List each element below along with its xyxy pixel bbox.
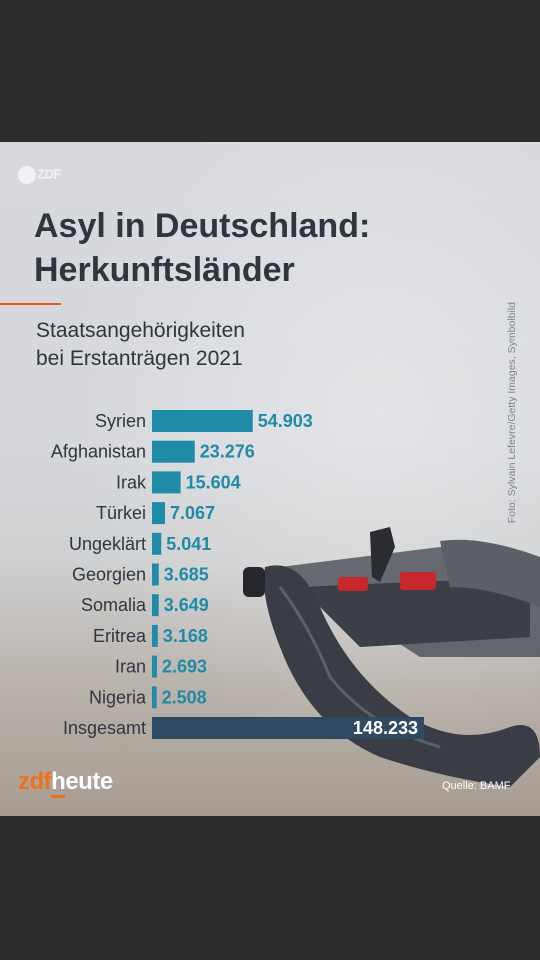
category-label: Iran — [115, 657, 146, 677]
title-line-1: Asyl in Deutschland: — [34, 207, 371, 245]
bar — [152, 563, 159, 586]
category-label: Türkei — [96, 503, 146, 523]
value-label: 3.649 — [164, 595, 209, 615]
category-label: Syrien — [95, 411, 146, 431]
inflatable-boat-photo — [243, 527, 540, 787]
bar — [152, 471, 181, 494]
zdfheute-logo-heute: heute — [51, 768, 113, 795]
chart-title: Asyl in Deutschland: Herkunftsländer — [34, 204, 454, 292]
category-label: Ungeklärt — [69, 534, 146, 554]
category-label: Somalia — [81, 595, 147, 615]
category-label: Nigeria — [89, 687, 147, 707]
category-label: Afghanistan — [51, 442, 146, 462]
zdf-logo: ZDF — [18, 166, 61, 184]
bar — [152, 440, 195, 463]
value-label: 7.067 — [170, 503, 215, 523]
category-label: Eritrea — [93, 626, 147, 646]
bar — [152, 532, 162, 555]
bar — [152, 655, 157, 678]
background-photo-fog — [0, 142, 540, 816]
bar-chart: Syrien 54.903 Afghanistan 23.276 Irak 15.604 T… — [51, 410, 424, 739]
value-label: 2.693 — [162, 657, 207, 677]
source-note: Quelle: BAMF — [442, 780, 511, 792]
bar — [152, 624, 158, 647]
category-label: Irak — [116, 472, 147, 492]
subtitle-line-2: bei Erstanträgen 2021 — [36, 347, 243, 370]
title-line-2: Herkunftsländer — [34, 251, 295, 289]
accent-line — [0, 303, 61, 305]
total-bar — [152, 717, 424, 739]
bar — [152, 594, 159, 617]
value-label: 15.604 — [186, 472, 241, 492]
zdfheute-logo-zdf: zdf — [18, 768, 52, 795]
zdfheute-logo: zdfheute — [18, 768, 113, 796]
infographic-card: Syrien 54.903 Afghanistan 23.276 Irak 15.604 T… — [0, 142, 540, 816]
value-label: 5.041 — [166, 534, 211, 554]
value-label: 3.168 — [163, 626, 208, 646]
bar — [152, 502, 165, 525]
value-label: 23.276 — [200, 442, 255, 462]
bar — [152, 410, 253, 432]
value-label: 54.903 — [258, 411, 313, 431]
value-label: 3.685 — [164, 565, 209, 585]
photo-credit: Foto: Sylvain Lefevre/Getty Images, Symb… — [506, 302, 518, 524]
bar — [152, 686, 157, 709]
category-label: Georgien — [72, 565, 146, 585]
subtitle-line-1: Staatsangehörigkeiten — [36, 319, 245, 342]
zdf-logo-text: ZDF — [37, 166, 61, 182]
chart-subtitle: Staatsangehörigkeiten bei Erstanträgen 2… — [36, 317, 356, 373]
value-label: 148.233 — [353, 718, 418, 738]
zdf-logo-icon — [18, 166, 36, 184]
value-label: 2.508 — [162, 687, 207, 707]
category-label: Insgesamt — [63, 718, 146, 738]
